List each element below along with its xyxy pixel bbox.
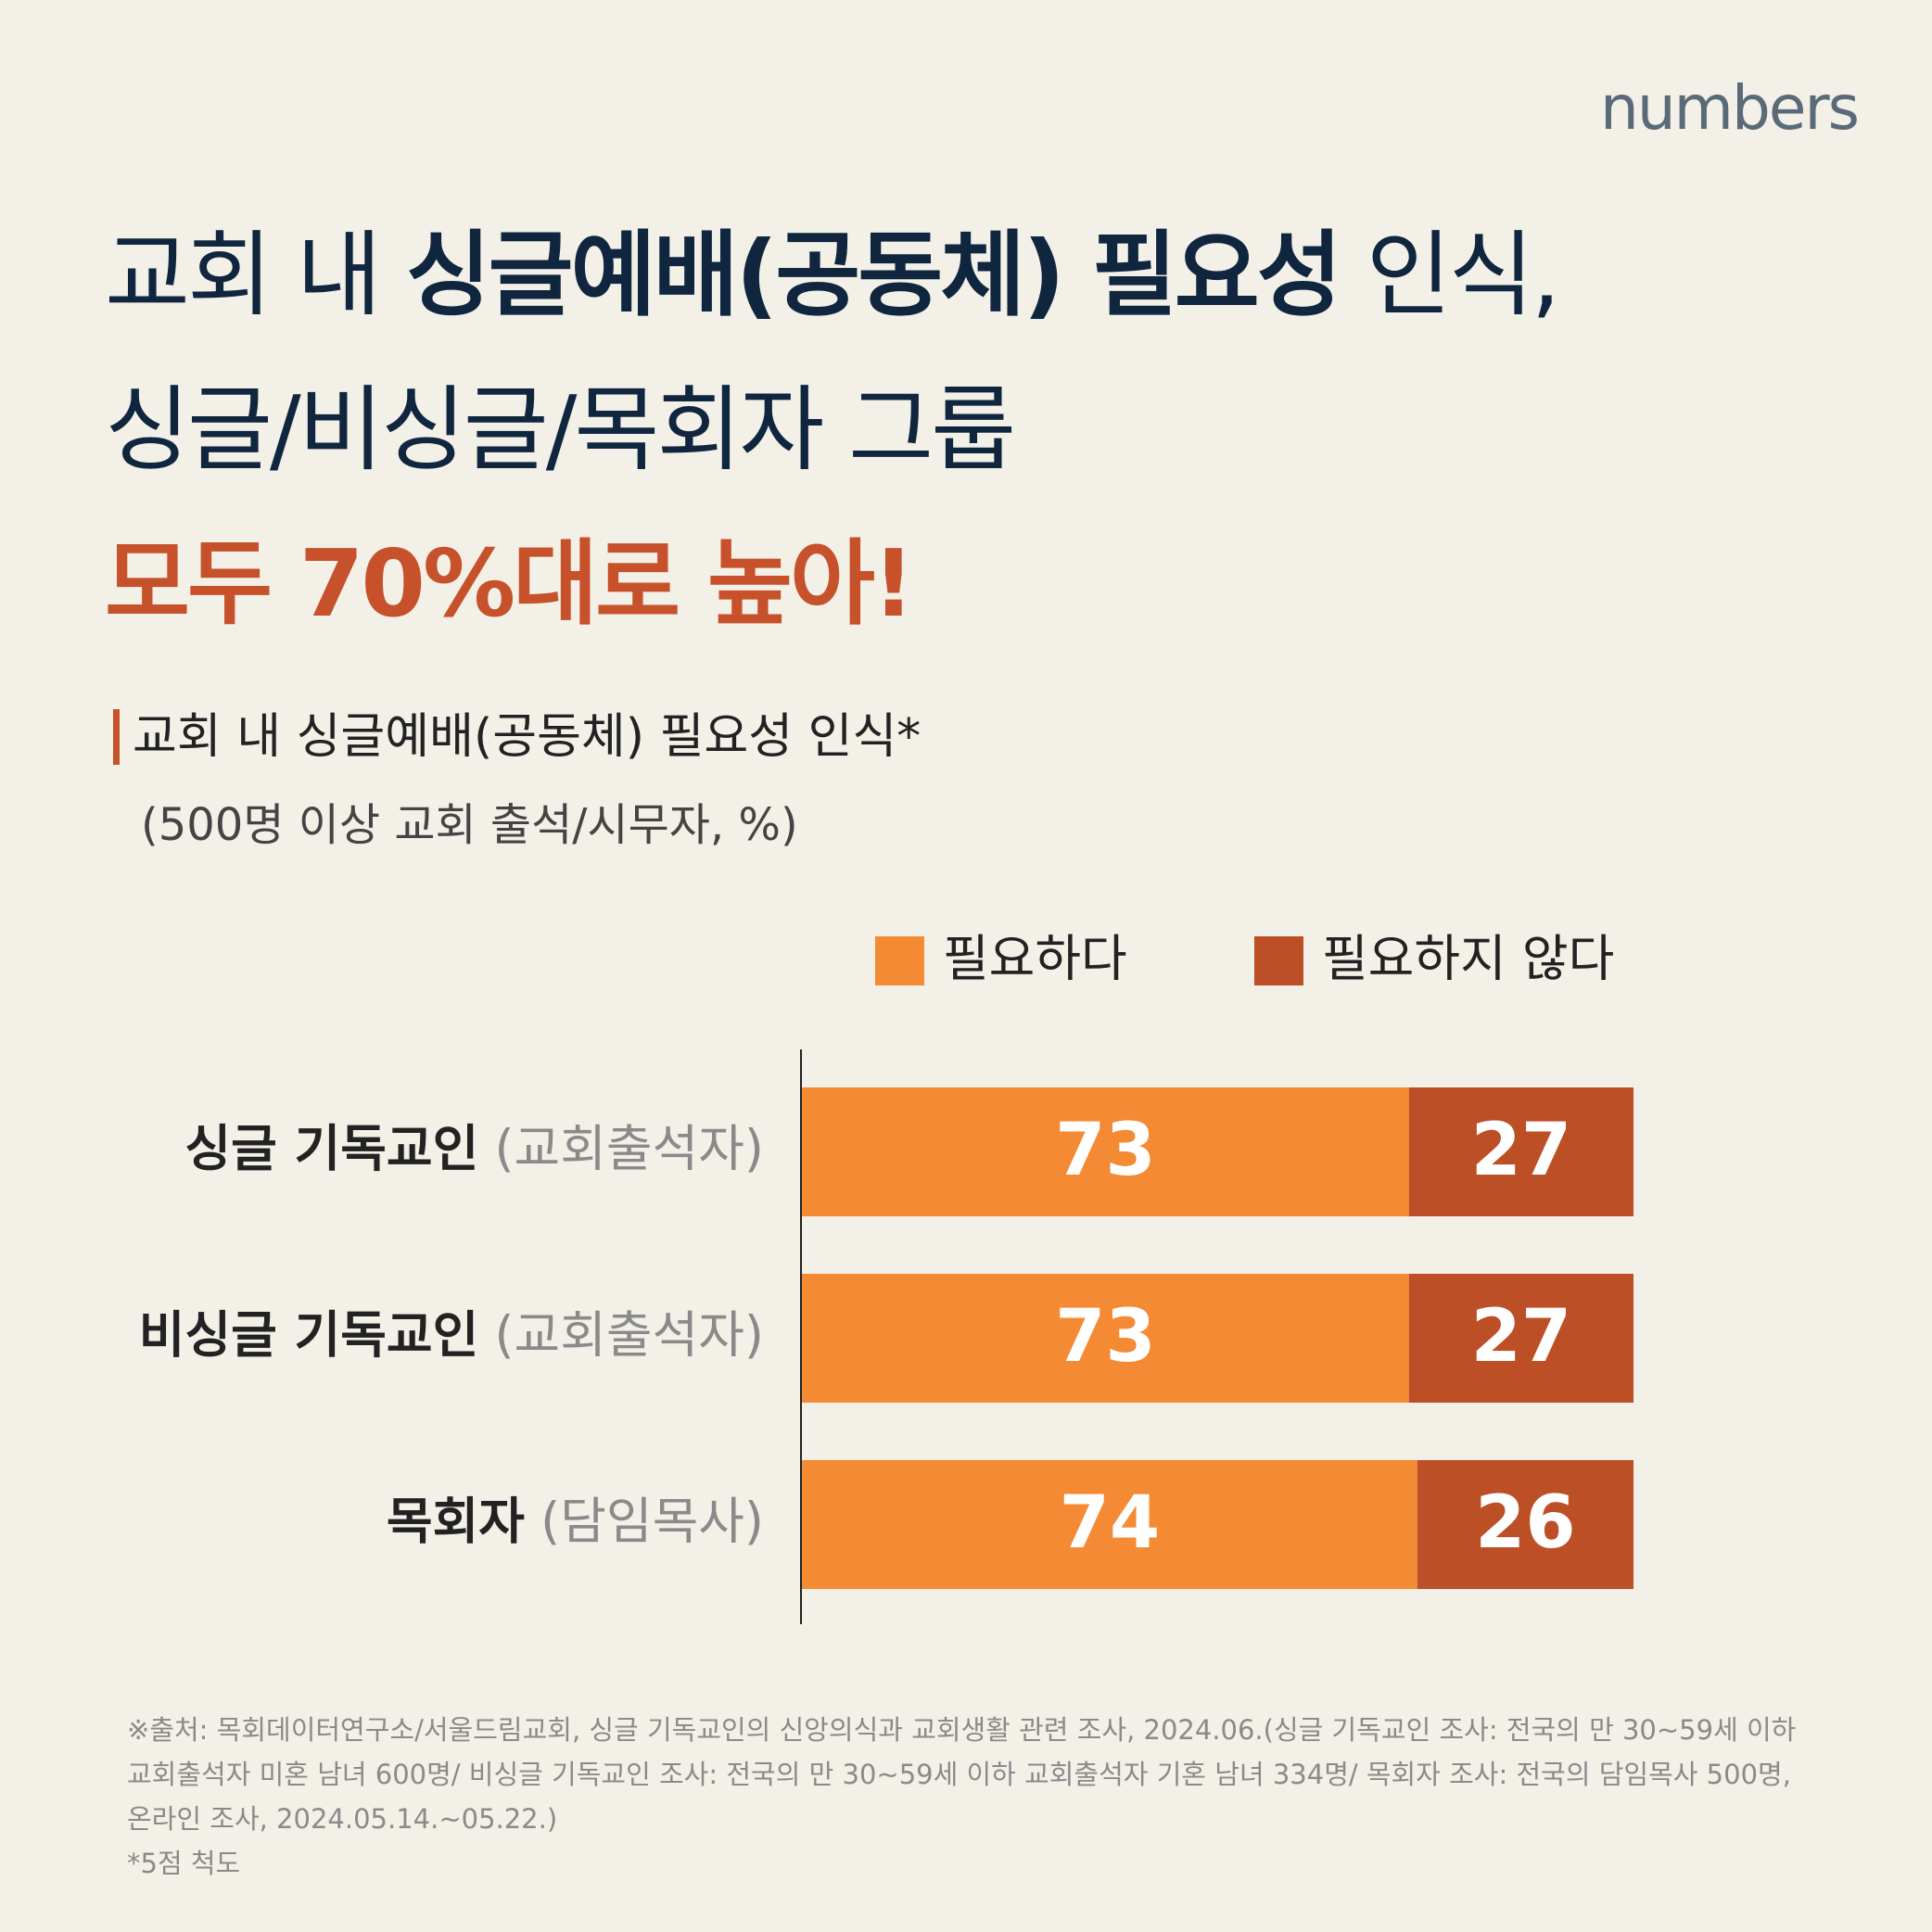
value-label: 27 <box>1471 1109 1572 1192</box>
category-name: 목회자 <box>387 1492 525 1550</box>
title-line: 모두 70%대로 높아! <box>105 529 915 638</box>
category-name: 싱글 기독교인 <box>184 1119 478 1177</box>
footnote: ※출처: 목회데이터연구소/서울드림교회, 싱글 기독교인의 신앙의식과 교회생… <box>127 1708 1805 1886</box>
category-label: 싱글 기독교인 (교회출석자) <box>184 1119 764 1177</box>
chart-title: 교회 내 싱글예배(공동체) 필요성 인식* <box>113 709 921 765</box>
category-note: (교회출석자) <box>494 1119 764 1177</box>
source: ※출처: 목회데이터연구소/서울드림교회, 싱글 기독교인의 신앙의식과 교회생… <box>127 1714 1797 1835</box>
note: *5점 척도 <box>127 1848 241 1879</box>
chart-subtitle: (500명 이상 교회 출석/시무자, %) <box>141 799 798 851</box>
bar-segment <box>802 1087 1409 1216</box>
title-line: 교회 내 싱글예배(공동체) 필요성 인식, <box>105 199 1561 334</box>
title-part: 싱글예배(공동체) 필요성 <box>405 221 1342 329</box>
legend-label: 필요하지 않다 <box>1322 930 1614 988</box>
title-part: 인식, <box>1339 221 1561 329</box>
title-line: 싱글/비싱글/목회자 그룹 <box>105 375 1016 484</box>
category-label: 비싱글 기독교인 (교회출석자) <box>139 1305 764 1364</box>
value-label: 27 <box>1471 1295 1572 1379</box>
category-label: 목회자 (담임목사) <box>387 1492 764 1550</box>
bar-segment <box>802 1274 1409 1403</box>
category-note: (교회출석자) <box>494 1305 764 1364</box>
category-note: (담임목사) <box>540 1492 764 1550</box>
value-label: 26 <box>1475 1481 1576 1565</box>
value-label: 73 <box>1055 1109 1156 1192</box>
bar-segment <box>1417 1460 1633 1589</box>
bar-segment <box>1408 1274 1633 1403</box>
legend-label: 필요하다 <box>943 930 1127 988</box>
bar-segment <box>802 1460 1417 1589</box>
brand-logo: numbers <box>1600 72 1860 144</box>
category-name: 비싱글 기독교인 <box>139 1305 479 1364</box>
bar-segment <box>1408 1087 1633 1216</box>
legend-swatch <box>1254 936 1303 985</box>
title-part: 교회 내 <box>105 221 406 329</box>
legend-swatch <box>875 936 924 985</box>
value-label: 73 <box>1055 1295 1156 1379</box>
value-label: 74 <box>1060 1481 1161 1565</box>
